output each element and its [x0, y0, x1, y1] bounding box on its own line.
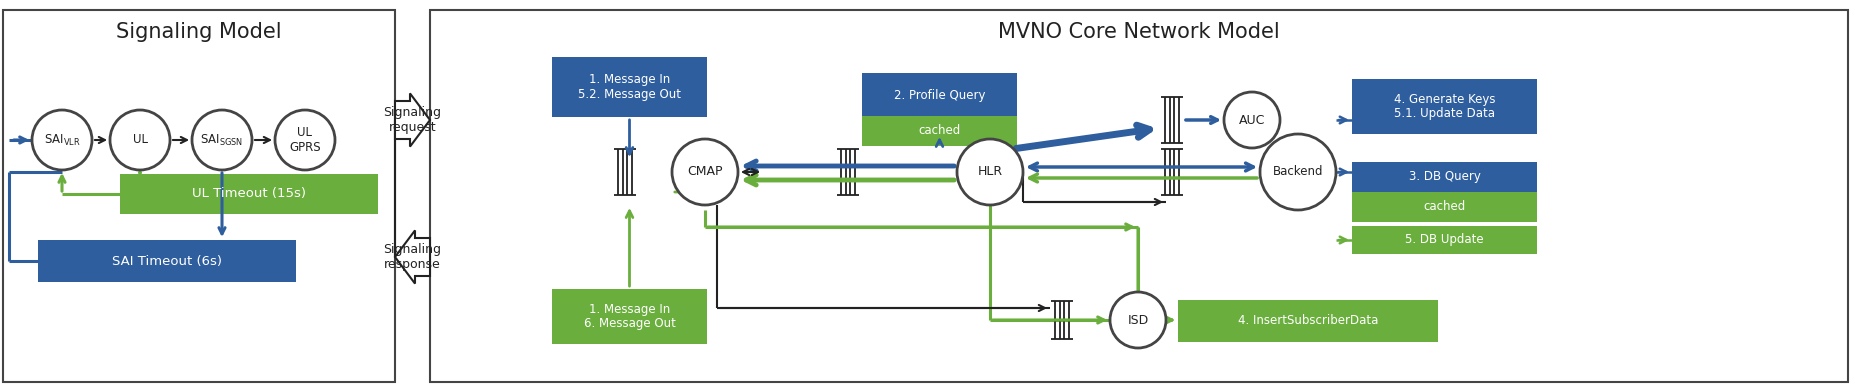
Text: UL
GPRS: UL GPRS — [289, 126, 321, 154]
Text: MVNO Core Network Model: MVNO Core Network Model — [998, 22, 1280, 42]
Circle shape — [1222, 92, 1280, 148]
FancyBboxPatch shape — [1350, 162, 1536, 192]
Text: Signaling Model: Signaling Model — [117, 22, 282, 42]
FancyBboxPatch shape — [1350, 192, 1536, 222]
Text: 1. Message In
5.2. Message Out: 1. Message In 5.2. Message Out — [577, 73, 681, 101]
Circle shape — [1260, 134, 1336, 210]
FancyBboxPatch shape — [430, 10, 1848, 382]
Text: Signaling
request: Signaling request — [384, 106, 441, 134]
FancyBboxPatch shape — [37, 240, 295, 282]
Text: cached: cached — [918, 125, 961, 138]
Text: SAI$_{\mathsf{VLR}}$: SAI$_{\mathsf{VLR}}$ — [45, 132, 80, 147]
Circle shape — [957, 139, 1022, 205]
FancyBboxPatch shape — [861, 73, 1017, 117]
Text: 5. DB Update: 5. DB Update — [1404, 234, 1482, 247]
Polygon shape — [395, 230, 430, 283]
Circle shape — [275, 110, 334, 170]
Text: 3. DB Query: 3. DB Query — [1408, 171, 1480, 183]
Text: AUC: AUC — [1237, 114, 1265, 127]
Text: Backend: Backend — [1273, 165, 1323, 178]
Circle shape — [32, 110, 93, 170]
Text: SAI$_{\mathsf{SGSN}}$: SAI$_{\mathsf{SGSN}}$ — [200, 132, 243, 147]
Text: 1. Message In
6. Message Out: 1. Message In 6. Message Out — [582, 303, 675, 330]
Text: HLR: HLR — [978, 165, 1002, 178]
Text: 2. Profile Query: 2. Profile Query — [894, 89, 985, 102]
FancyBboxPatch shape — [861, 116, 1017, 146]
Text: SAI Timeout (6s): SAI Timeout (6s) — [111, 254, 223, 267]
Circle shape — [672, 139, 738, 205]
FancyBboxPatch shape — [551, 289, 707, 344]
Circle shape — [191, 110, 252, 170]
Text: UL Timeout (15s): UL Timeout (15s) — [191, 187, 306, 200]
Text: Signaling
response: Signaling response — [384, 243, 441, 271]
Circle shape — [109, 110, 171, 170]
FancyBboxPatch shape — [1350, 79, 1536, 134]
Text: ISD: ISD — [1126, 314, 1148, 327]
Text: cached: cached — [1423, 200, 1465, 214]
Circle shape — [1109, 292, 1165, 348]
FancyBboxPatch shape — [1178, 300, 1438, 342]
Text: UL: UL — [132, 134, 147, 147]
FancyBboxPatch shape — [4, 10, 395, 382]
Text: CMAP: CMAP — [686, 165, 722, 178]
FancyBboxPatch shape — [1350, 226, 1536, 254]
Text: 4. InsertSubscriberData: 4. InsertSubscriberData — [1237, 314, 1378, 327]
Polygon shape — [395, 93, 430, 147]
FancyBboxPatch shape — [121, 174, 378, 214]
Text: 4. Generate Keys
5.1. Update Data: 4. Generate Keys 5.1. Update Data — [1393, 93, 1495, 120]
FancyBboxPatch shape — [551, 57, 707, 117]
